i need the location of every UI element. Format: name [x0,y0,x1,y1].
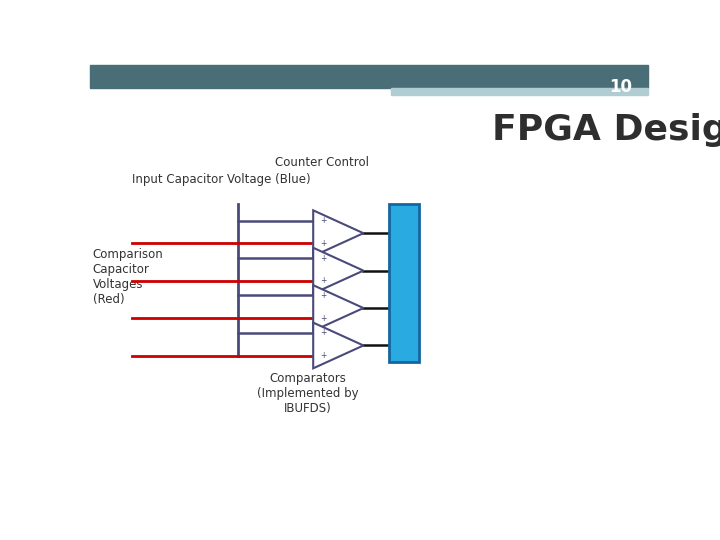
Text: Comparison
Capacitor
Voltages
(Red): Comparison Capacitor Voltages (Red) [93,248,163,306]
Text: +: + [320,291,326,300]
Polygon shape [313,322,364,368]
Text: +: + [320,351,326,360]
FancyBboxPatch shape [389,204,419,362]
Text: +: + [320,328,326,338]
Polygon shape [313,248,364,294]
Text: +: + [320,276,326,286]
Text: +: + [320,216,326,225]
Text: +: + [320,254,326,262]
Polygon shape [313,210,364,256]
Bar [392,87,648,95]
Text: Comparators
(Implemented by
IBUFDS): Comparators (Implemented by IBUFDS) [257,373,359,415]
Text: Input Capacitor Voltage (Blue): Input Capacitor Voltage (Blue) [132,173,310,186]
Text: Counter Control: Counter Control [274,156,369,169]
Text: +: + [320,239,326,248]
Text: +: + [320,314,326,323]
Text: FPGA Design: FPGA Design [492,113,720,147]
Polygon shape [313,285,364,331]
Bar [90,65,648,87]
Text: 10: 10 [609,78,632,96]
